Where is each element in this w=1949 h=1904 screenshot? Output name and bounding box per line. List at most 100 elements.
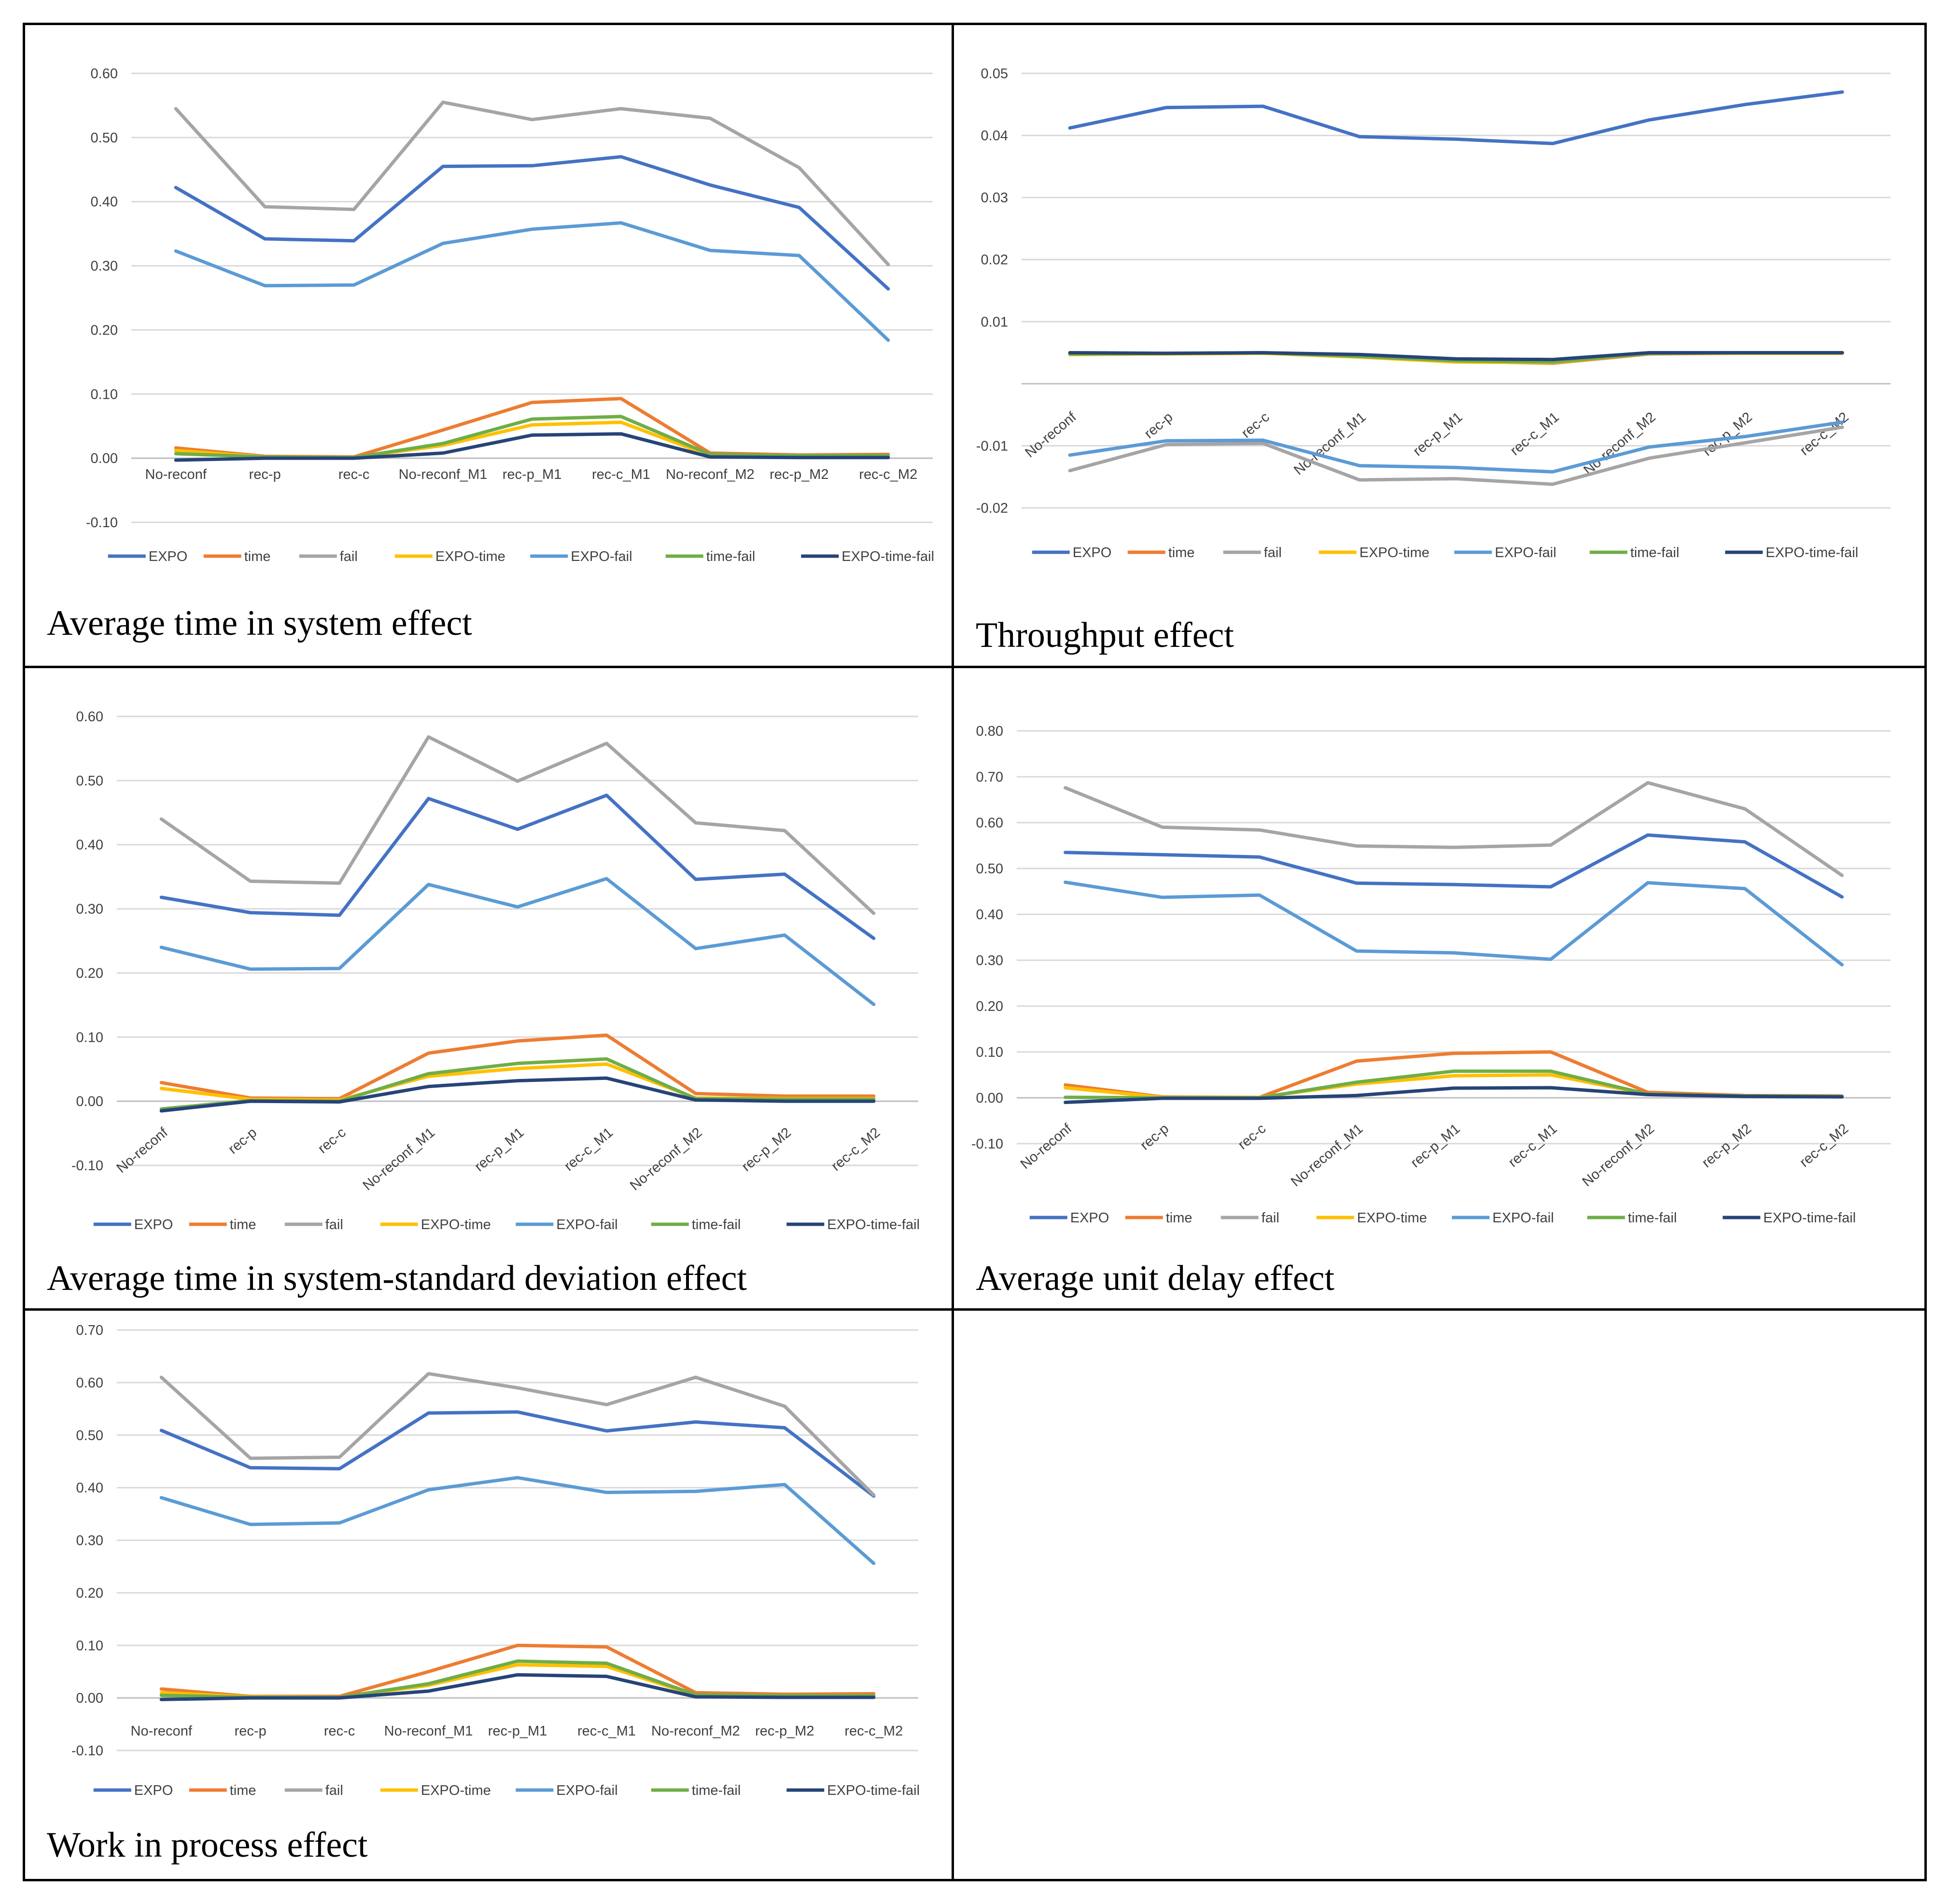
legend: EXPO time fail EXPO-time EXPO-fail time-fail E… bbox=[108, 549, 934, 564]
x-axis: No-reconf rec-p rec-c No-reconf_M1 rec-p_M1 r… bbox=[131, 1723, 903, 1739]
legend-label: time-fail bbox=[706, 549, 756, 564]
legend-item: EXPO-time bbox=[380, 1783, 491, 1798]
legend: EXPO time fail EXPO-time EXPO-fail time-fail E… bbox=[1032, 545, 1858, 560]
legend-label: time bbox=[230, 1783, 256, 1798]
series-line-fail bbox=[159, 1372, 876, 1497]
series-line-time bbox=[159, 1643, 876, 1698]
x-tick-label: No-reconf_M1 bbox=[360, 1125, 438, 1194]
chart-cell-time-in-system-std-dev: 0.60 0.50 0.40 0.30 0.20 0.10 0.00 -0.10 No-reco… bbox=[25, 668, 952, 1308]
y-axis: 0.80 0.70 0.60 0.50 0.40 0.30 0.20 0.10 0.00 -0.1… bbox=[971, 724, 1003, 1152]
x-tick-label: rec-p_M1 bbox=[488, 1723, 547, 1739]
series-line-expo-time-fail bbox=[159, 1076, 876, 1113]
series-line-fail bbox=[1064, 781, 1844, 877]
legend-label: EXPO-time-fail bbox=[827, 1217, 920, 1232]
legend-label: fail bbox=[325, 1783, 343, 1798]
series-line-expo-time-fail bbox=[159, 1673, 876, 1701]
y-axis: 0.60 0.50 0.40 0.30 0.20 0.10 0.00 -0.10 bbox=[86, 66, 118, 531]
y-tick-label: 0.30 bbox=[76, 1533, 103, 1549]
y-axis: 0.70 0.60 0.50 0.40 0.30 0.20 0.10 0.00 -0.10 bbox=[71, 1323, 103, 1759]
chart-cell-average-unit-delay: 0.80 0.70 0.60 0.50 0.40 0.30 0.20 0.10 0.00 -0.1… bbox=[954, 668, 1924, 1308]
legend-item: fail bbox=[284, 1217, 343, 1232]
legend-item: time-fail bbox=[651, 1783, 741, 1798]
chart-cell-throughput: 0.05 0.04 0.03 0.02 0.01 -0.01 -0.02 No-reconf r… bbox=[954, 25, 1924, 666]
line-chart-throughput: 0.05 0.04 0.03 0.02 0.01 -0.01 -0.02 No-reconf r… bbox=[976, 66, 1891, 560]
y-tick-label: 0.10 bbox=[76, 1030, 103, 1045]
legend-item: time bbox=[189, 1217, 256, 1232]
y-tick-label: 0.20 bbox=[76, 966, 103, 981]
x-tick-label: rec-p bbox=[235, 1723, 266, 1739]
legend-label: EXPO-fail bbox=[556, 1783, 617, 1798]
legend-item: EXPO-time-fail bbox=[786, 1217, 920, 1232]
series-line-expo-fail bbox=[159, 877, 876, 1006]
legend-item: EXPO-time-fail bbox=[801, 549, 934, 564]
y-tick-label: 0.80 bbox=[976, 724, 1003, 739]
legend-item: EXPO bbox=[93, 1783, 173, 1798]
x-tick-label: rec-c_M1 bbox=[577, 1723, 636, 1739]
x-tick-label: rec-c bbox=[1235, 1121, 1269, 1153]
y-tick-label: 0.30 bbox=[91, 259, 118, 274]
y-tick-label: 0.00 bbox=[76, 1094, 103, 1109]
legend-label: EXPO-time-fail bbox=[1766, 545, 1858, 560]
y-tick-label: 0.70 bbox=[976, 770, 1003, 785]
x-tick-label: rec-p_M1 bbox=[1408, 1121, 1463, 1171]
legend-label: fail bbox=[1262, 1210, 1279, 1226]
x-tick-label: rec-p bbox=[225, 1125, 260, 1157]
series-lines bbox=[159, 1372, 876, 1701]
y-tick-label: 0.04 bbox=[981, 128, 1008, 144]
series-line-expo bbox=[1068, 90, 1844, 145]
empty-cell bbox=[954, 1311, 1924, 1879]
y-tick-label: 0.20 bbox=[91, 322, 118, 338]
series-lines bbox=[174, 100, 890, 462]
legend-label: EXPO-time-fail bbox=[841, 549, 934, 564]
legend-item: time bbox=[189, 1783, 256, 1798]
legend-label: EXPO bbox=[1073, 545, 1112, 560]
x-tick-label: rec-c bbox=[338, 467, 369, 482]
legend-label: EXPO-fail bbox=[1495, 545, 1556, 560]
legend-item: EXPO-time bbox=[1316, 1210, 1427, 1226]
legend-label: EXPO-time-fail bbox=[1763, 1210, 1856, 1226]
x-tick-label: rec-c_M2 bbox=[844, 1723, 903, 1739]
legend-item: EXPO-time bbox=[380, 1217, 491, 1232]
series-line-fail bbox=[174, 100, 890, 266]
y-tick-label: 0.50 bbox=[76, 773, 103, 789]
x-axis: No-reconf rec-p rec-c No-reconf_M1 rec-p_M1 r… bbox=[1018, 1120, 1851, 1190]
x-tick-label: No-reconf_M1 bbox=[384, 1723, 473, 1739]
legend-item: EXPO-time bbox=[394, 549, 505, 564]
legend-item: EXPO-time-fail bbox=[1723, 1210, 1856, 1226]
series-line-expo-time bbox=[174, 420, 890, 460]
y-tick-label: -0.10 bbox=[971, 1136, 1003, 1152]
legend-item: EXPO-fail bbox=[1454, 545, 1556, 560]
legend-item: EXPO-fail bbox=[530, 549, 632, 564]
x-tick-label: rec-c_M1 bbox=[561, 1125, 616, 1174]
x-tick-label: No-reconf_M2 bbox=[627, 1125, 705, 1194]
x-tick-label: rec-c_M2 bbox=[859, 467, 917, 482]
y-tick-label: -0.10 bbox=[71, 1743, 103, 1759]
x-tick-label: No-reconf bbox=[1022, 409, 1080, 461]
gridlines bbox=[117, 1329, 918, 1751]
legend-item: time-fail bbox=[1587, 1210, 1677, 1226]
x-tick-label: No-reconf bbox=[145, 467, 207, 482]
legend-label: fail bbox=[325, 1217, 343, 1232]
x-tick-label: rec-p_M1 bbox=[472, 1125, 527, 1175]
x-tick-label: No-reconf_M1 bbox=[399, 467, 488, 482]
legend-label: EXPO-time bbox=[435, 549, 505, 564]
y-tick-label: 0.10 bbox=[91, 387, 118, 402]
series-line-expo bbox=[174, 155, 890, 291]
x-tick-label: rec-c bbox=[315, 1125, 349, 1157]
legend-item: fail bbox=[1220, 1210, 1279, 1226]
series-line-expo-fail bbox=[1068, 420, 1844, 474]
series-lines bbox=[1064, 781, 1844, 1104]
figure-table: 0.60 0.50 0.40 0.30 0.20 0.10 0.00 -0.10 No-reco… bbox=[23, 23, 1927, 1881]
series-line-expo bbox=[159, 793, 876, 940]
legend-item: EXPO bbox=[1032, 545, 1112, 560]
legend-label: time-fail bbox=[692, 1783, 741, 1798]
y-tick-label: 0.50 bbox=[976, 861, 1003, 877]
series-line-fail bbox=[159, 735, 876, 915]
series-line-expo-time-fail bbox=[1064, 1086, 1844, 1104]
gridlines bbox=[131, 72, 933, 523]
y-tick-label: 0.02 bbox=[981, 252, 1008, 268]
chart-cell-average-time-in-system: 0.60 0.50 0.40 0.30 0.20 0.10 0.00 -0.10 No-reco… bbox=[25, 25, 952, 666]
line-chart-average-unit-delay: 0.80 0.70 0.60 0.50 0.40 0.30 0.20 0.10 0.00 -0.1… bbox=[971, 724, 1891, 1226]
series-line-time-fail bbox=[159, 1659, 876, 1699]
x-tick-label: rec-p_M2 bbox=[755, 1723, 814, 1739]
